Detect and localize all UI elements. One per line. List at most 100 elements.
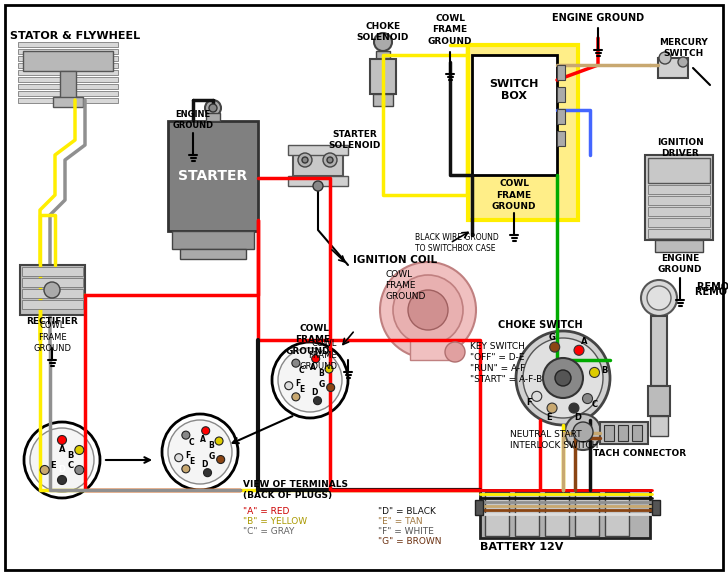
Circle shape [30, 428, 94, 492]
Text: CHOKE SWITCH: CHOKE SWITCH [498, 320, 582, 330]
Circle shape [205, 100, 221, 116]
Circle shape [547, 403, 557, 413]
Circle shape [531, 392, 542, 401]
Circle shape [380, 262, 476, 358]
Polygon shape [604, 425, 614, 441]
Polygon shape [648, 158, 710, 183]
Text: B: B [318, 369, 324, 378]
Circle shape [40, 466, 50, 474]
Circle shape [659, 52, 671, 64]
Polygon shape [557, 109, 565, 124]
Text: C: C [298, 366, 304, 374]
Text: COWL
FRAME
GROUND: COWL FRAME GROUND [299, 339, 337, 371]
Text: G: G [549, 333, 555, 342]
Circle shape [44, 282, 60, 298]
Polygon shape [18, 84, 118, 89]
Polygon shape [515, 492, 539, 536]
Polygon shape [370, 59, 396, 94]
Text: "A" = RED: "A" = RED [243, 508, 289, 516]
Text: NEUTRAL START
INTERLOCK SWITCH: NEUTRAL START INTERLOCK SWITCH [510, 430, 598, 450]
Polygon shape [645, 155, 713, 240]
Text: C: C [68, 461, 74, 470]
Circle shape [516, 331, 610, 425]
Text: D: D [58, 466, 66, 474]
Text: BATTERY 12V: BATTERY 12V [480, 542, 563, 552]
Polygon shape [480, 490, 650, 538]
Circle shape [217, 455, 225, 463]
Polygon shape [293, 148, 343, 176]
Text: COWL
FRAME
GROUND: COWL FRAME GROUND [33, 321, 71, 352]
Text: "F" = WHITE: "F" = WHITE [378, 527, 434, 536]
Polygon shape [206, 113, 220, 121]
Text: SWITCH
BOX: SWITCH BOX [489, 79, 539, 101]
Circle shape [523, 338, 603, 418]
Text: E: E [50, 461, 56, 470]
Text: CHOKE
SOLENOID: CHOKE SOLENOID [357, 22, 409, 42]
Text: TACH CONNECTOR: TACH CONNECTOR [593, 448, 687, 458]
Circle shape [285, 382, 293, 390]
Polygon shape [168, 121, 258, 231]
Circle shape [313, 181, 323, 191]
Circle shape [175, 454, 183, 462]
Text: KEY SWITCH
"OFF" = D-E
"RUN" = A-F
"START" = A-F-B: KEY SWITCH "OFF" = D-E "RUN" = A-F "STAR… [470, 342, 542, 384]
Text: "G" = BROWN: "G" = BROWN [378, 538, 441, 546]
Text: "B" = YELLOW: "B" = YELLOW [243, 518, 307, 527]
Circle shape [182, 431, 190, 439]
Text: A: A [581, 337, 587, 346]
Circle shape [445, 342, 465, 362]
Circle shape [590, 367, 600, 377]
Text: ENGINE GROUND: ENGINE GROUND [552, 13, 644, 23]
Text: REMOTE CONTROL: REMOTE CONTROL [695, 287, 728, 297]
Text: "C" = GRAY: "C" = GRAY [243, 527, 294, 536]
Polygon shape [475, 500, 483, 515]
Polygon shape [557, 131, 565, 146]
Circle shape [678, 57, 688, 67]
Polygon shape [650, 416, 668, 436]
Polygon shape [632, 425, 642, 441]
Text: RECTIFIER: RECTIFIER [26, 317, 78, 327]
Polygon shape [468, 45, 578, 220]
Text: G: G [209, 452, 215, 461]
Polygon shape [22, 278, 83, 287]
Text: F: F [295, 379, 300, 388]
Text: C: C [592, 401, 598, 409]
Text: C: C [189, 438, 194, 447]
Circle shape [75, 446, 84, 454]
Circle shape [209, 104, 217, 112]
Circle shape [647, 286, 671, 310]
Polygon shape [557, 87, 565, 102]
Circle shape [75, 466, 84, 474]
Polygon shape [18, 98, 118, 103]
Text: F: F [526, 397, 531, 407]
Polygon shape [658, 58, 688, 78]
Circle shape [323, 153, 337, 167]
Circle shape [292, 393, 300, 401]
Circle shape [325, 365, 333, 373]
Polygon shape [18, 56, 118, 61]
Circle shape [569, 403, 579, 413]
Text: A: A [59, 446, 66, 454]
Polygon shape [651, 316, 667, 386]
Circle shape [278, 348, 342, 412]
Circle shape [574, 345, 584, 355]
Polygon shape [18, 49, 118, 54]
Text: B: B [68, 450, 74, 459]
Circle shape [215, 437, 223, 445]
Polygon shape [18, 77, 118, 82]
Polygon shape [376, 51, 390, 59]
Circle shape [314, 397, 322, 405]
Text: REMOTE CONTROL: REMOTE CONTROL [697, 282, 728, 292]
Text: E: E [189, 458, 194, 466]
Circle shape [168, 420, 232, 484]
Polygon shape [53, 97, 83, 107]
Circle shape [292, 359, 300, 367]
Text: E: E [546, 413, 551, 422]
Polygon shape [18, 70, 118, 75]
Circle shape [24, 422, 100, 498]
Text: D: D [201, 460, 207, 469]
Circle shape [327, 157, 333, 163]
Text: D: D [312, 388, 317, 397]
Text: B: B [208, 441, 214, 450]
Polygon shape [18, 91, 118, 96]
Circle shape [272, 342, 348, 418]
